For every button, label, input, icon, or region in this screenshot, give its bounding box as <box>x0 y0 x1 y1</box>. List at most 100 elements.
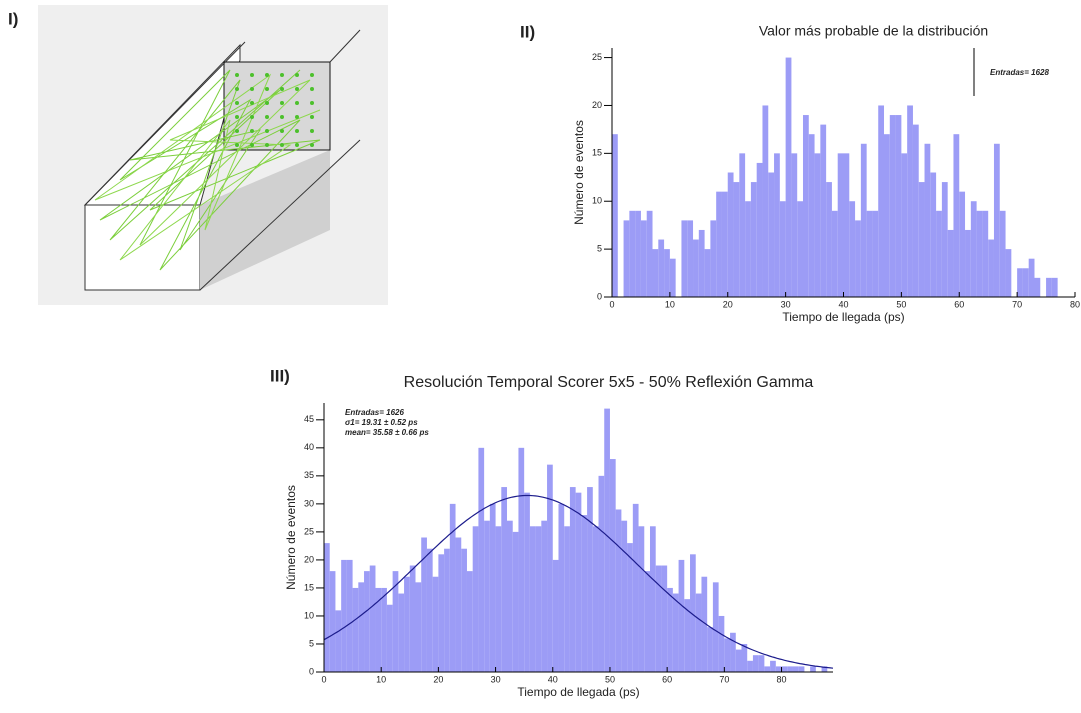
bar <box>375 587 382 672</box>
y-tick-label: 0 <box>597 291 602 301</box>
bar <box>745 201 751 297</box>
bar <box>837 153 844 297</box>
bar <box>762 105 769 297</box>
bar <box>810 666 816 672</box>
bar <box>1028 258 1035 297</box>
bar <box>798 666 805 672</box>
bar <box>701 576 708 672</box>
x-tick-label: 10 <box>665 299 675 309</box>
bar <box>965 229 971 297</box>
bar <box>444 548 450 672</box>
bar <box>1017 268 1023 297</box>
bar <box>669 258 676 297</box>
bar <box>346 559 353 672</box>
bar <box>895 115 902 298</box>
bar <box>392 571 399 672</box>
bar <box>687 220 694 297</box>
bar <box>693 239 699 297</box>
bar <box>924 143 931 297</box>
bar <box>541 520 548 672</box>
x-tick-label: 80 <box>1070 299 1080 309</box>
bar <box>398 593 405 672</box>
bar <box>747 660 753 672</box>
bar <box>735 649 742 672</box>
bar <box>791 153 798 297</box>
bar <box>953 134 960 297</box>
chart-title: Valor más probable de la distribución <box>759 23 988 39</box>
bar <box>575 492 582 672</box>
bar <box>912 124 919 297</box>
bar <box>1034 277 1041 297</box>
bar <box>1046 277 1052 297</box>
bar <box>781 666 788 672</box>
annotation: mean= 35.58 ± 0.66 ps <box>345 428 429 437</box>
bar <box>947 229 954 297</box>
bar <box>872 210 879 297</box>
detector-illustration <box>38 5 388 305</box>
bar <box>421 537 427 672</box>
x-tick-label: 50 <box>605 674 615 684</box>
bar <box>878 105 885 297</box>
fit-curve <box>323 494 834 669</box>
bar <box>432 576 439 672</box>
bar <box>999 210 1006 297</box>
bar <box>884 134 890 297</box>
bar <box>598 475 605 672</box>
bar <box>426 548 433 672</box>
bar <box>466 571 473 672</box>
bar <box>690 554 696 672</box>
annotation: Entradas= 1626 <box>345 408 404 417</box>
x-axis-label: Tiempo de llegada (ps) <box>782 310 904 324</box>
bar <box>752 655 759 672</box>
bar <box>612 134 618 297</box>
bar <box>581 515 588 672</box>
bar <box>587 487 593 672</box>
bar <box>341 559 347 672</box>
bar <box>664 249 670 297</box>
bar <box>930 172 937 297</box>
bar <box>775 666 782 672</box>
bar <box>826 182 832 297</box>
bar <box>635 210 641 297</box>
bar <box>640 220 647 297</box>
x-tick-label: 20 <box>723 299 733 309</box>
x-tick-label: 40 <box>838 299 848 309</box>
bar <box>1022 268 1029 297</box>
x-tick-label: 70 <box>1012 299 1022 309</box>
x-tick-label: 0 <box>609 299 614 309</box>
y-tick-label: 25 <box>592 52 602 62</box>
y-tick-label: 10 <box>304 610 314 620</box>
bar <box>547 464 553 672</box>
x-tick-label: 10 <box>376 674 386 684</box>
x-tick-label: 80 <box>777 674 787 684</box>
bar <box>756 162 763 297</box>
bar <box>727 172 734 297</box>
bar <box>409 565 416 672</box>
bar <box>901 153 908 297</box>
bar <box>768 172 775 297</box>
bar <box>941 182 948 297</box>
bar <box>449 503 456 672</box>
y-tick-label: 5 <box>309 638 314 648</box>
bar <box>646 210 653 297</box>
y-axis-label: Número de eventos <box>572 120 586 225</box>
bar <box>860 143 867 297</box>
bar <box>629 210 636 297</box>
bar <box>1005 249 1012 297</box>
bar <box>792 666 799 672</box>
bar <box>552 559 559 672</box>
bar <box>710 220 717 297</box>
y-tick-label: 20 <box>592 100 602 110</box>
bar <box>982 210 989 297</box>
y-tick-label: 45 <box>304 414 314 424</box>
bar <box>797 201 803 297</box>
bar <box>386 604 393 672</box>
bar <box>724 638 731 672</box>
bar <box>907 105 913 297</box>
bar <box>993 143 1000 297</box>
bar <box>495 526 502 672</box>
bar <box>976 210 983 297</box>
bar <box>529 526 536 672</box>
bar <box>512 531 519 672</box>
bar <box>638 526 645 672</box>
